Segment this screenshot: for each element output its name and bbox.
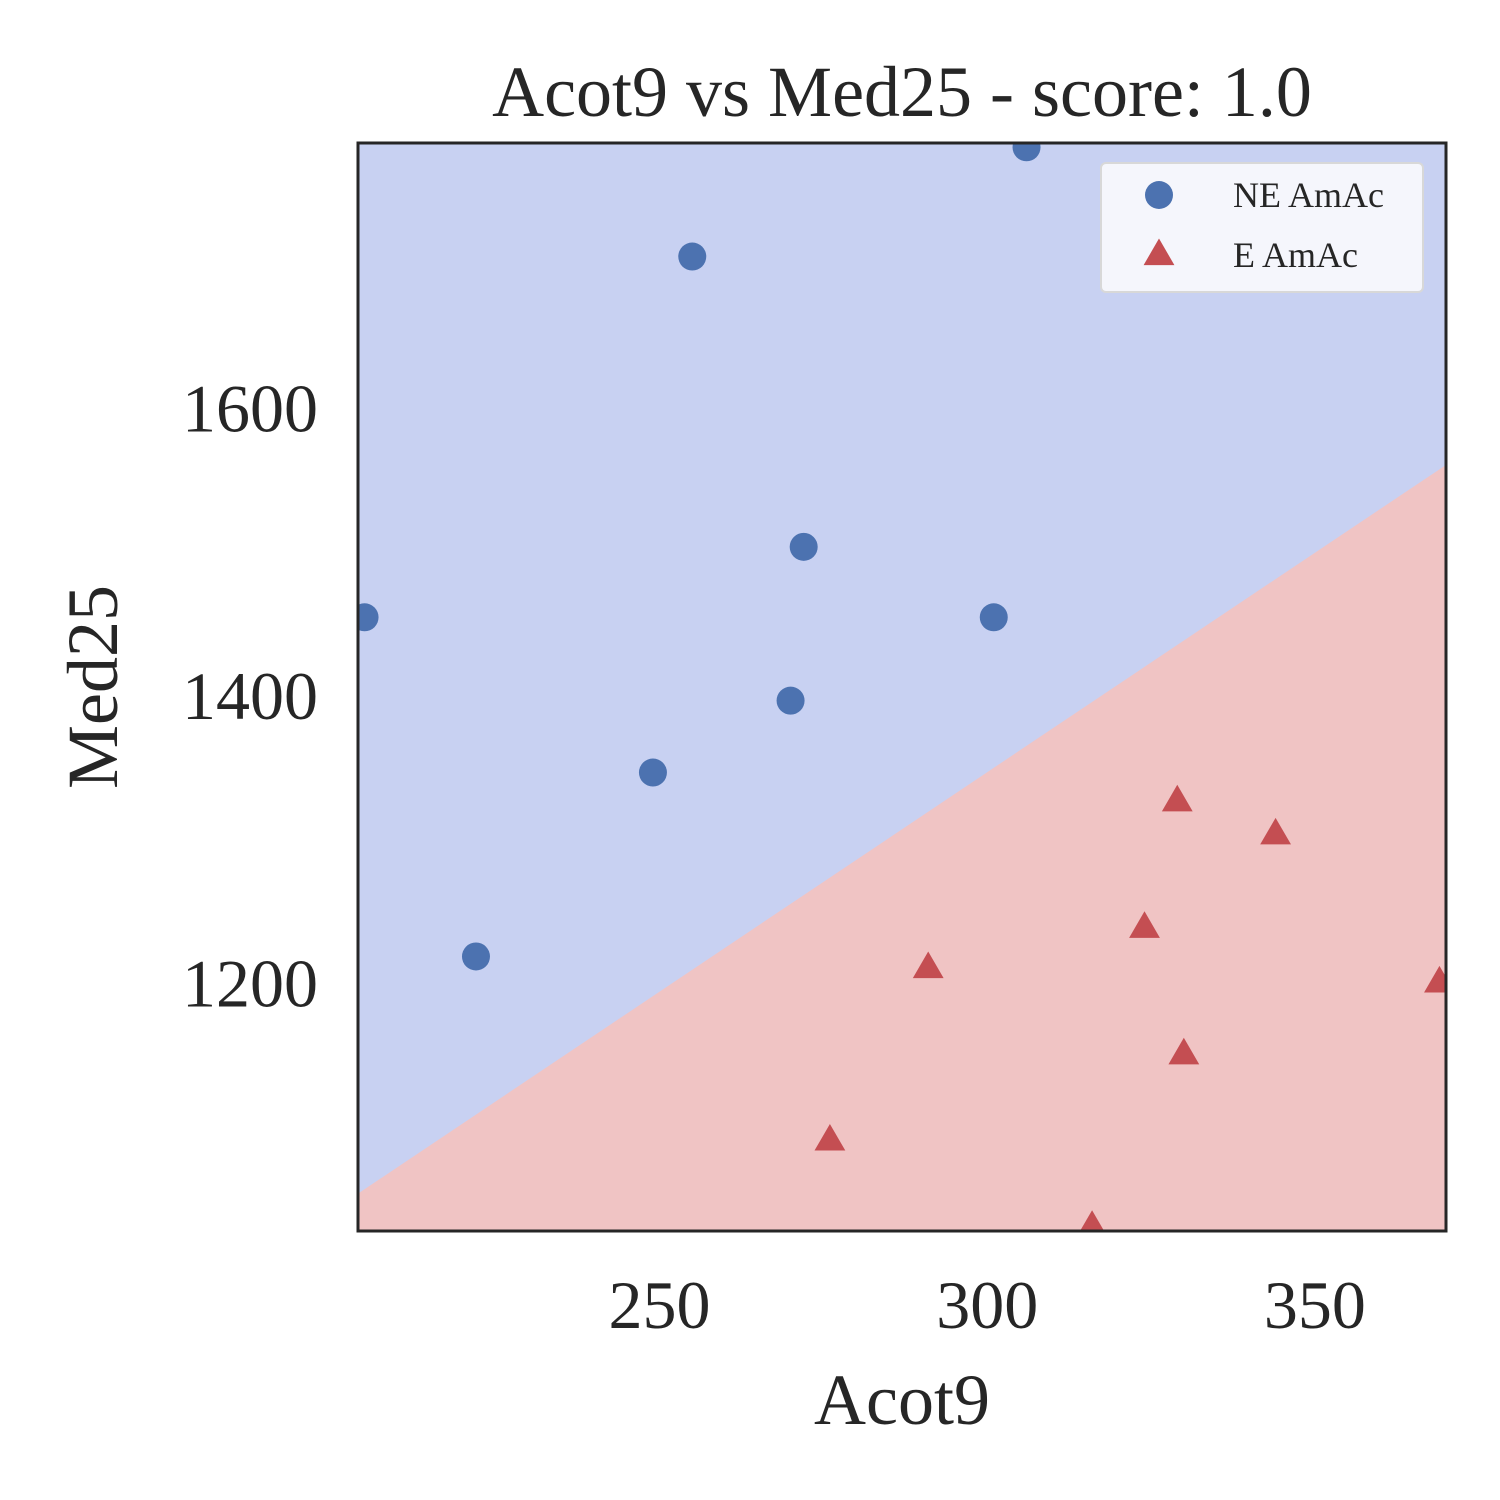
ne-amac-point-4 — [776, 686, 805, 715]
ne-amac-point-7 — [1012, 143, 1041, 162]
legend-marker-0 — [1145, 181, 1173, 209]
data-points — [358, 143, 1446, 1231]
e-amac-point-6 — [1260, 817, 1291, 845]
ne-amac-point-1 — [461, 942, 490, 971]
e-amac-point-5 — [1168, 1037, 1200, 1065]
ne-amac-point-6 — [979, 603, 1008, 632]
x-tick-label-0: 250 — [608, 1267, 710, 1343]
e-amac-point-2 — [1080, 1210, 1105, 1231]
legend-label-0: NE AmAc — [1233, 175, 1384, 215]
chart-title: Acot9 vs Med25 - score: 1.0 — [492, 52, 1312, 132]
x-axis-ticks: 250 300 350 — [608, 1267, 1365, 1343]
e-amac-point-1 — [912, 951, 944, 979]
x-tick-label-2: 350 — [1264, 1267, 1366, 1343]
region-e-amac — [358, 464, 1446, 1231]
legend: NE AmAc E AmAc — [1100, 162, 1424, 293]
ne-amac-point-5 — [789, 532, 818, 561]
e-amac-point-4 — [1161, 784, 1193, 812]
ne-amac-point-0 — [358, 603, 379, 632]
y-tick-label-0: 1200 — [182, 945, 318, 1021]
y-tick-label-2: 1600 — [182, 370, 318, 446]
e-amac-point-7 — [1424, 965, 1446, 993]
y-tick-label-1: 1400 — [182, 658, 318, 734]
x-tick-label-1: 300 — [936, 1267, 1038, 1343]
e-amac-point-0 — [814, 1123, 846, 1151]
legend-box — [1100, 162, 1424, 293]
ne-amac-point-2 — [638, 758, 667, 787]
ne-amac-point-3 — [678, 242, 707, 271]
plot-frame — [356, 141, 1448, 1233]
e-amac-point-3 — [1129, 911, 1160, 938]
decision-regions — [358, 143, 1446, 1231]
legend-marker-1 — [1143, 238, 1175, 266]
y-axis-ticks: 1200 1400 1600 — [182, 370, 318, 1021]
x-axis-label: Acot9 — [814, 1360, 990, 1440]
y-axis-label: Med25 — [53, 585, 133, 789]
legend-label-1: E AmAc — [1233, 235, 1358, 275]
